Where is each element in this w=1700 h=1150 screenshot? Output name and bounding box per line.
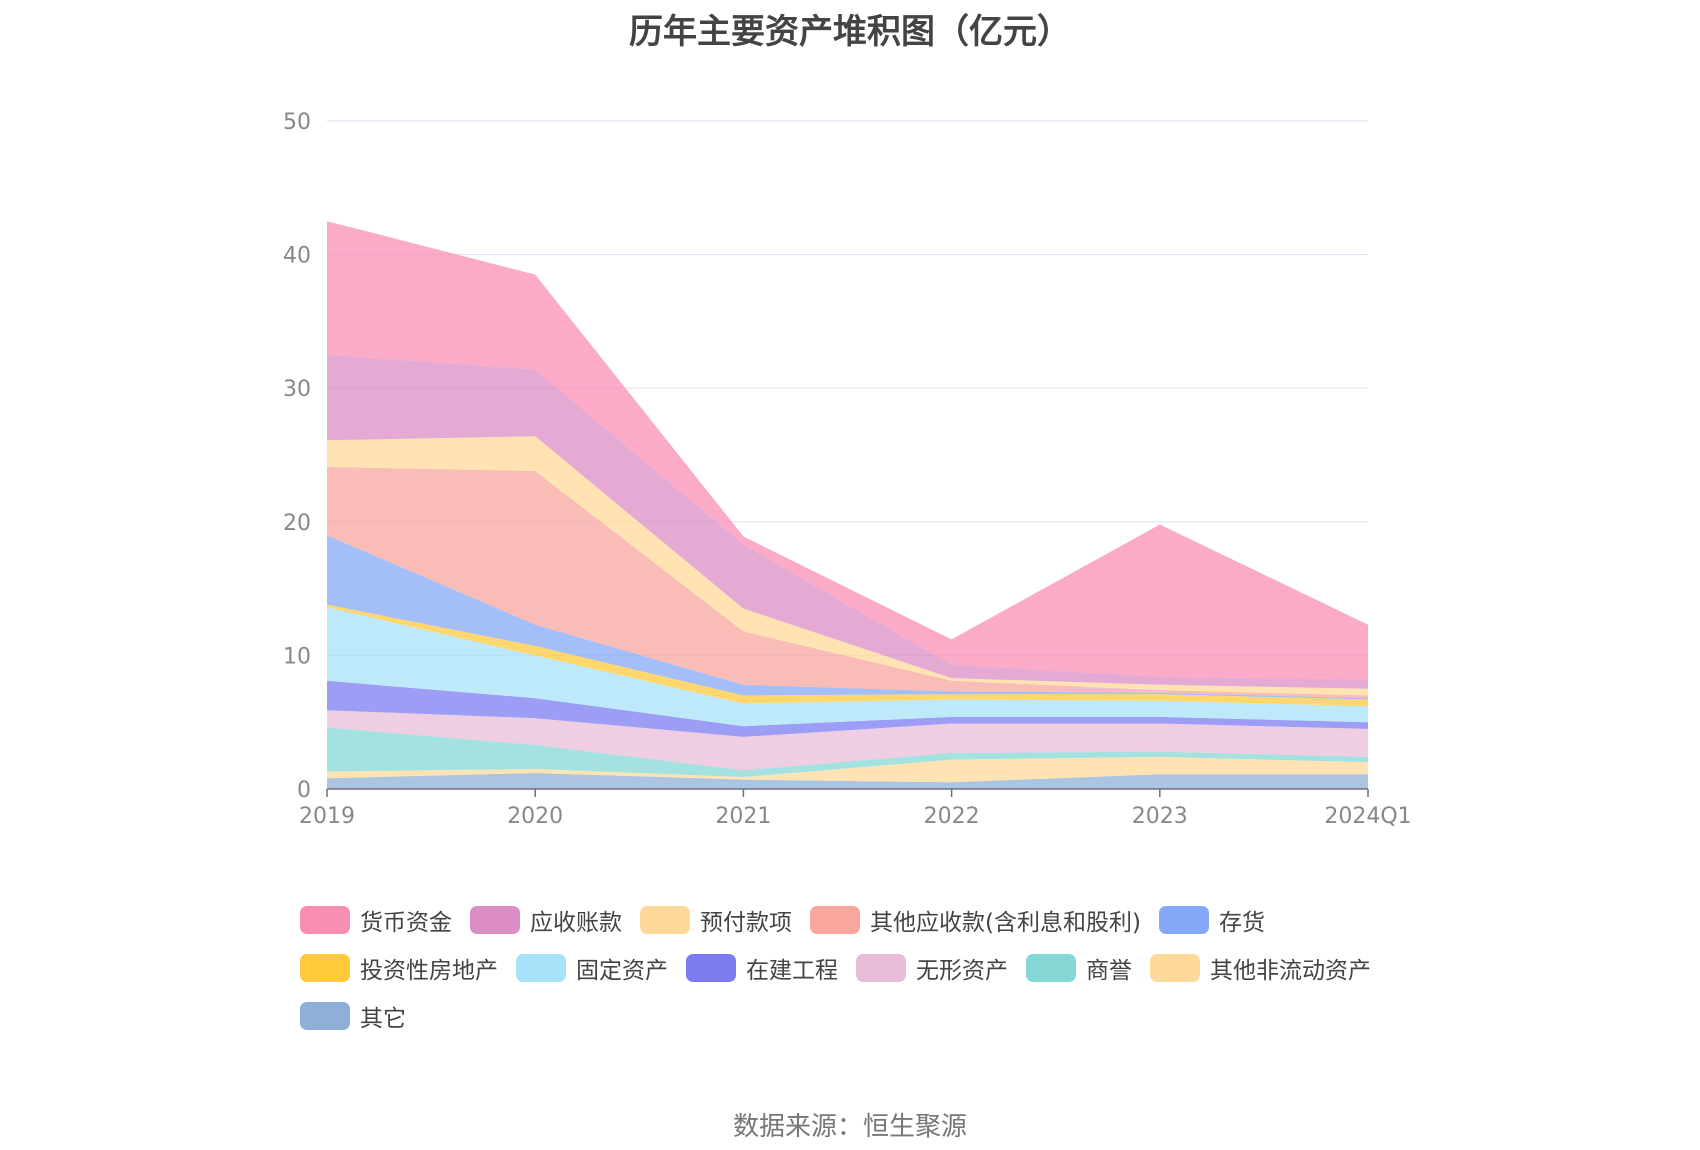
legend-label: 其他非流动资产 bbox=[1210, 958, 1371, 984]
legend-item[interactable]: 固定资产 bbox=[516, 953, 668, 984]
y-tick-label: 10 bbox=[283, 644, 311, 669]
legend-swatch bbox=[856, 954, 906, 982]
legend-swatch bbox=[1150, 954, 1200, 982]
legend-swatch bbox=[300, 906, 350, 934]
area-series-无形资产[interactable] bbox=[327, 710, 1368, 771]
legend-label: 其他应收款(含利息和股利) bbox=[870, 910, 1141, 936]
x-tick-label: 2024Q1 bbox=[1324, 804, 1411, 829]
area-series-货币资金[interactable] bbox=[327, 221, 1368, 680]
legend-item[interactable]: 无形资产 bbox=[856, 953, 1008, 984]
legend-label: 应收账款 bbox=[530, 910, 622, 936]
area-series bbox=[327, 221, 1368, 789]
area-series-其他非流动资产[interactable] bbox=[327, 756, 1368, 783]
legend-label: 其它 bbox=[360, 1006, 406, 1032]
legend-swatch bbox=[1026, 954, 1076, 982]
legend-item[interactable]: 其他应收款(含利息和股利) bbox=[810, 905, 1141, 936]
legend-label: 货币资金 bbox=[360, 910, 452, 936]
y-tick-label: 30 bbox=[283, 377, 311, 402]
axes bbox=[326, 788, 1369, 797]
x-tick-labels: 2019 2020 2021 2022 2023 2024Q1 bbox=[299, 804, 1412, 829]
y-tick-label: 50 bbox=[283, 110, 311, 135]
area-series-在建工程[interactable] bbox=[327, 680, 1368, 737]
area-series-应收账款[interactable] bbox=[327, 354, 1368, 689]
x-tick-label: 2020 bbox=[507, 804, 563, 829]
chart-title: 历年主要资产堆积图（亿元） bbox=[629, 12, 1071, 52]
legend-label: 商誉 bbox=[1086, 958, 1132, 984]
area-series-固定资产[interactable] bbox=[327, 607, 1368, 727]
legend-label: 在建工程 bbox=[746, 958, 838, 984]
legend-item[interactable]: 在建工程 bbox=[686, 953, 838, 984]
x-tick-label: 2023 bbox=[1132, 804, 1188, 829]
legend-label: 预付款项 bbox=[700, 910, 792, 936]
x-tick-label: 2022 bbox=[924, 804, 980, 829]
area-series-投资性房地产[interactable] bbox=[327, 604, 1368, 707]
legend-swatch bbox=[300, 954, 350, 982]
legend-swatch bbox=[300, 1002, 350, 1030]
area-series-其他应收款(含利息和股利)[interactable] bbox=[327, 467, 1368, 699]
legend-label: 无形资产 bbox=[916, 958, 1008, 984]
area-series-其它[interactable] bbox=[327, 773, 1368, 789]
y-tick-label: 20 bbox=[283, 511, 311, 536]
legend-item[interactable]: 其他非流动资产 bbox=[1150, 953, 1371, 984]
legend-item[interactable]: 存货 bbox=[1159, 905, 1265, 936]
area-series-预付款项[interactable] bbox=[327, 436, 1368, 696]
legend-label: 投资性房地产 bbox=[360, 958, 498, 984]
legend-item[interactable]: 其它 bbox=[300, 1001, 406, 1032]
source-note: 数据来源：恒生聚源 bbox=[732, 1112, 967, 1142]
legend-item[interactable]: 投资性房地产 bbox=[300, 953, 498, 984]
legend-item[interactable]: 货币资金 bbox=[300, 905, 452, 936]
area-series-商誉[interactable] bbox=[327, 727, 1368, 778]
legend-item[interactable]: 预付款项 bbox=[640, 905, 792, 936]
y-tick-labels: 0 10 20 30 40 50 bbox=[283, 110, 311, 803]
legend-swatch bbox=[1159, 906, 1209, 934]
x-tick-label: 2019 bbox=[299, 804, 355, 829]
y-tick-label: 40 bbox=[283, 244, 311, 269]
legend-swatch bbox=[470, 906, 520, 934]
legend-item[interactable]: 商誉 bbox=[1026, 953, 1132, 984]
legend-item[interactable]: 应收账款 bbox=[470, 905, 622, 936]
legend-label: 固定资产 bbox=[576, 958, 668, 984]
legend-swatch bbox=[640, 906, 690, 934]
legend-swatch bbox=[516, 954, 566, 982]
legend-label: 存货 bbox=[1219, 910, 1265, 936]
y-tick-label: 0 bbox=[297, 778, 311, 803]
legend-swatch bbox=[686, 954, 736, 982]
x-tick-label: 2021 bbox=[715, 804, 771, 829]
legend-swatch bbox=[810, 906, 860, 934]
